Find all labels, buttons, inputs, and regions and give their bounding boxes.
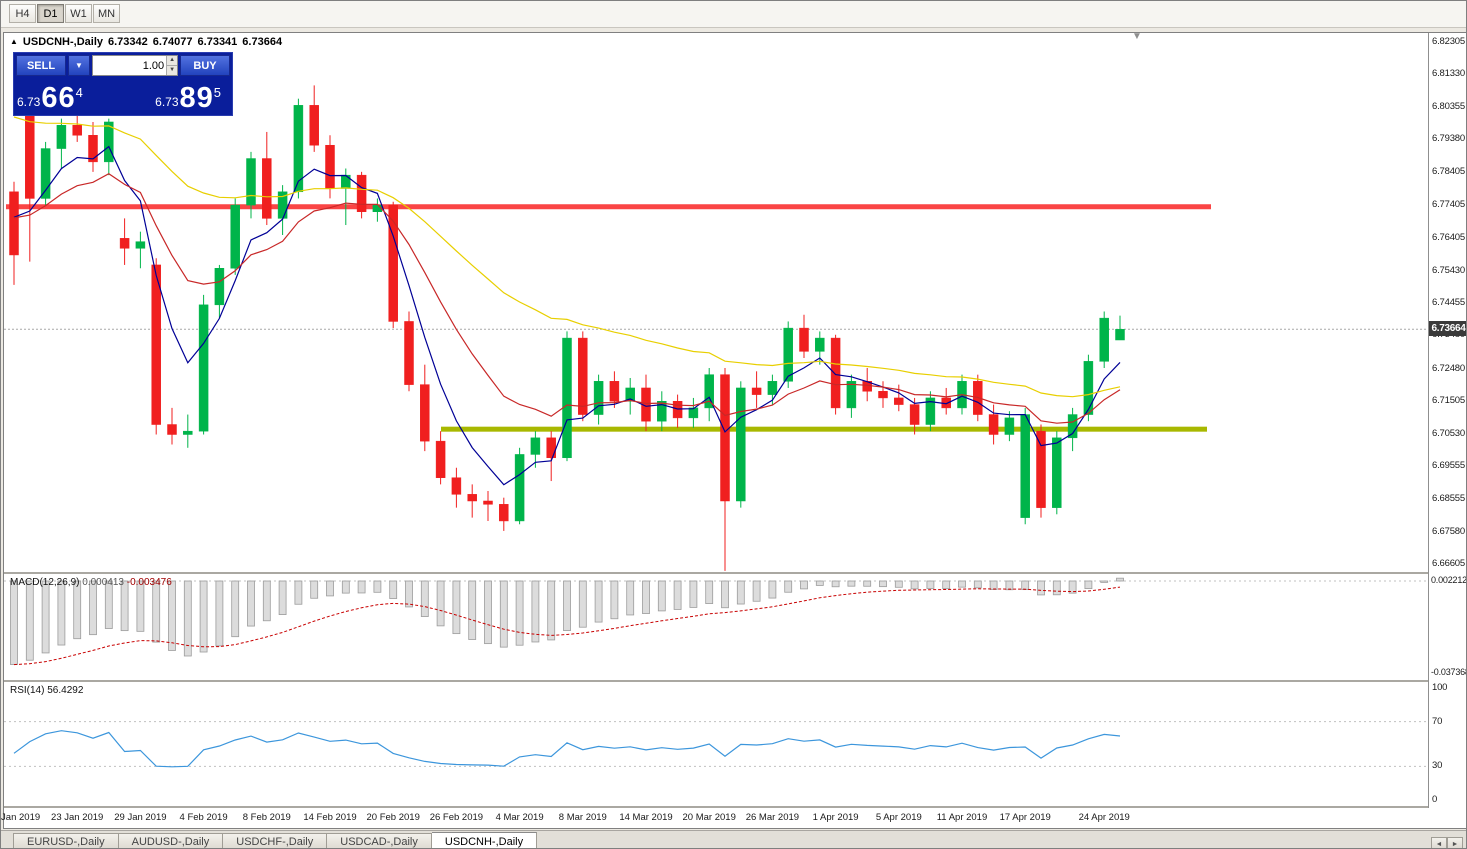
timeframe-button-mn[interactable]: MN [93,4,120,23]
ohlc-high: 6.74077 [152,36,193,48]
tab-scroll-left-button[interactable]: ◄ [1431,837,1447,848]
volume-field: ▲ ▼ [92,55,178,76]
macd-label: MACD(12,26,9) 0.000413 -0.003476 [10,577,172,588]
volume-spinner: ▲ ▼ [166,56,177,75]
ohlc-low: 6.73341 [197,36,238,48]
date-axis-label: 17 Jan 2019 [1,812,41,823]
macd-signal-value: -0.003476 [126,577,172,588]
chart-tab-usdcaddaily[interactable]: USDCAD-,Daily [327,833,432,848]
one-click-trading-panel: SELL ▼ ▲ ▼ BUY 6.73 66 4 6.7 [13,52,233,116]
chart-window: ▲ USDCNH-,Daily 6.73342 6.74077 6.73341 6.736… [1,31,1467,829]
price-axis-label: 6.69555 [1432,459,1465,471]
sell-price-big: 66 [41,82,76,114]
price-axis-label: 6.81330 [1432,68,1465,80]
buy-price-big: 89 [179,82,214,114]
current-price-badge: 6.73664 [1429,321,1466,337]
date-axis-label: 14 Feb 2019 [303,812,357,823]
tab-scroll-right-button[interactable]: ► [1447,837,1463,848]
sell-button[interactable]: SELL [16,55,66,76]
price-axis-label: 6.76405 [1432,232,1465,244]
rsi-axis-label: 0 [1432,794,1438,805]
time-axis[interactable]: 17 Jan 2019 23 Jan 2019 29 Jan 2019 4 Feb 2… [1,808,1428,828]
price-axis-label: 6.75430 [1432,264,1465,276]
chart-tab-usdchfdaily[interactable]: USDCHF-,Daily [223,833,328,848]
volume-dropdown-button[interactable]: ▼ [68,55,90,76]
sell-price-prefix: 6.73 [17,95,41,109]
macd-axis-label: -0.037368 [1431,667,1467,677]
buy-price-pip: 5 [213,85,221,100]
price-axis-label: 6.78405 [1432,165,1465,177]
date-axis-label: 17 Apr 2019 [999,812,1051,823]
date-axis-label: 11 Apr 2019 [936,812,988,823]
chart-symbol-period: USDCNH-,Daily [22,36,103,48]
ohlc-open: 6.73342 [108,36,148,48]
panel-divider[interactable] [4,680,1428,682]
price-axis-label: 6.71505 [1432,395,1465,407]
timeframe-button-d1[interactable]: D1 [37,4,64,23]
timeframe-button-h4[interactable]: H4 [9,4,36,23]
timeframe-button-w1[interactable]: W1 [65,4,92,23]
timeframe-toolbar: H4 D1 W1 MN [1,1,1466,28]
price-axis-label: 6.67580 [1432,525,1465,537]
date-axis-label: 4 Feb 2019 [179,812,228,823]
price-axis[interactable]: 6.82305 6.81330 6.80355 6.79380 6.78405 6.774… [1428,33,1467,808]
sell-price-pip: 4 [75,85,83,100]
date-axis-label: 29 Jan 2019 [114,812,167,823]
buy-price-prefix: 6.73 [155,95,179,109]
rsi-axis-label: 30 [1432,760,1443,772]
date-axis-label: 26 Mar 2019 [745,812,800,823]
buy-button[interactable]: BUY [180,55,230,76]
rsi-label: RSI(14) 56.4292 [10,685,83,696]
price-axis-label: 6.74455 [1432,297,1465,308]
volume-increment-button[interactable]: ▲ [167,56,177,66]
date-axis-label: 20 Mar 2019 [682,812,736,823]
buy-price[interactable]: 6.73 89 5 [155,84,221,113]
macd-axis-label: 0.002212 [1431,575,1467,585]
rsi-axis-label: 70 [1432,715,1443,727]
chart-shift-marker-icon: ▼ [1132,31,1142,42]
date-axis-label: 8 Feb 2019 [242,812,291,823]
price-axis-label: 6.68555 [1432,493,1465,505]
rsi-panel-canvas[interactable] [4,682,1428,806]
date-axis-label: 20 Feb 2019 [366,812,420,823]
date-axis-label: 8 Mar 2019 [558,812,607,823]
price-axis-label: 6.79380 [1432,133,1465,145]
rsi-title: RSI(14) [10,685,45,696]
collapse-triangle-icon[interactable]: ▲ [10,37,18,46]
date-axis-label: 26 Feb 2019 [429,812,484,823]
date-axis-label: 23 Jan 2019 [51,812,104,823]
chart-tab-usdcnhdaily[interactable]: USDCNH-,Daily [431,832,538,848]
sell-price[interactable]: 6.73 66 4 [17,84,83,113]
price-axis-label: 6.70530 [1432,427,1465,439]
volume-input[interactable] [93,56,167,75]
chart-tab-eurusddaily[interactable]: EURUSD-,Daily [13,833,119,848]
panel-divider[interactable] [4,572,1428,574]
date-axis-label: 24 Apr 2019 [1078,812,1130,823]
date-axis-label: 14 Mar 2019 [619,812,673,823]
macd-main-value: 0.000413 [82,577,124,588]
chart-tabs: EURUSD-,Daily AUDUSD-,Daily USDCHF-,Daily U… [13,832,538,848]
price-chart-canvas[interactable] [4,33,1428,572]
rsi-value: 56.4292 [47,685,84,696]
price-axis-label: 6.80355 [1432,100,1465,112]
price-axis-label: 6.82305 [1432,36,1465,47]
chart-tab-audusddaily[interactable]: AUDUSD-,Daily [118,833,224,848]
panel-divider [4,806,1428,808]
chart-tab-bar: EURUSD-,Daily AUDUSD-,Daily USDCHF-,Daily U… [1,830,1466,848]
macd-title: MACD(12,26,9) [10,577,80,588]
volume-decrement-button[interactable]: ▼ [167,66,177,75]
date-axis-label: 5 Apr 2019 [875,812,922,823]
price-axis-label: 6.72480 [1432,362,1465,374]
date-axis-label: 1 Apr 2019 [812,812,859,823]
ohlc-close: 6.73664 [242,36,283,48]
chart-header: ▲ USDCNH-,Daily 6.73342 6.74077 6.73341 6.736… [10,36,287,48]
macd-panel-canvas[interactable] [4,574,1428,680]
price-axis-label: 6.66605 [1432,558,1465,569]
chevron-down-icon: ▼ [75,61,83,70]
price-axis-label: 6.77405 [1432,198,1465,210]
rsi-axis-label: 100 [1432,682,1448,693]
date-axis-label: 4 Mar 2019 [495,812,544,823]
tab-scroller: ◄ ► [1431,833,1463,848]
